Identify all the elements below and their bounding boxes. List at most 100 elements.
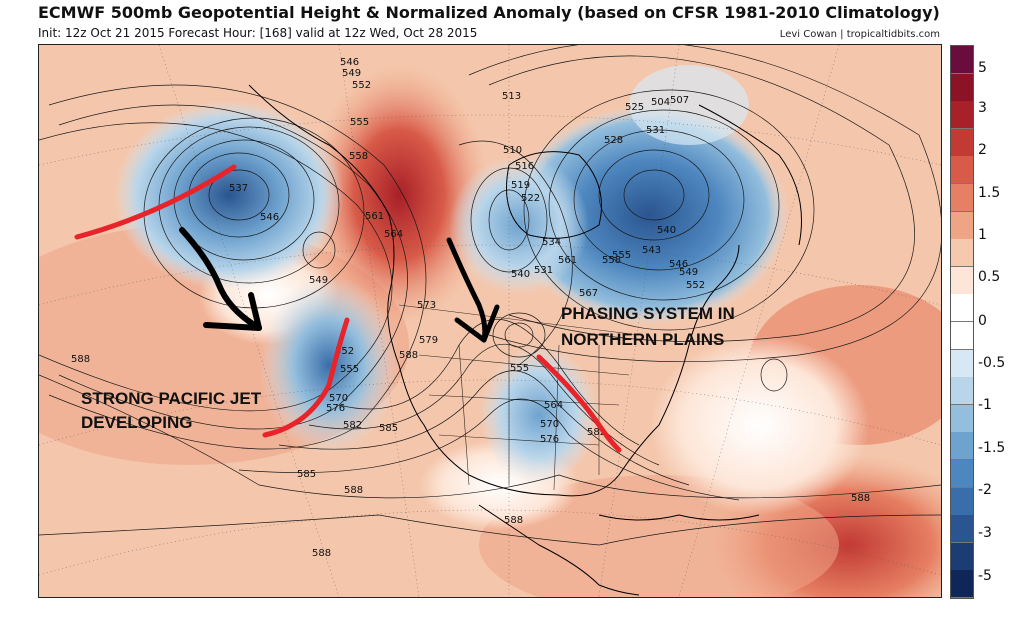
annotation-overlay — [74, 164, 622, 453]
contour-label: 558 — [602, 255, 622, 266]
contour-label: 516 — [515, 161, 535, 172]
colorbar-label: -5 — [978, 568, 992, 584]
contour-label: 561 — [558, 255, 578, 266]
contour-label: 558 — [349, 151, 369, 162]
contour-label: 543 — [642, 245, 662, 256]
phasing-annotation: PHASING SYSTEM IN NORTHERN PLAINS — [561, 301, 735, 353]
contour-label: 531 — [534, 265, 554, 276]
black-arrow-plains-head — [454, 304, 500, 343]
colorbar-swatch — [951, 542, 973, 571]
contour-label: 552 — [335, 346, 355, 357]
pacific-jet-annotation: STRONG PACIFIC JET DEVELOPING — [81, 387, 261, 435]
contour-label: 525 — [625, 102, 645, 113]
contour-label: 582 — [587, 427, 607, 438]
phasing-red-line — [536, 354, 622, 453]
colorbar-label: 3 — [978, 100, 987, 116]
coastlines — [248, 84, 802, 596]
colorbar-swatch — [951, 404, 973, 433]
contour-label: 555 — [350, 117, 370, 128]
colorbar-label: 1 — [978, 227, 987, 243]
map-title: ECMWF 500mb Geopotential Height & Normal… — [38, 3, 940, 22]
contour-label: 576 — [326, 403, 346, 414]
contour-label: 588 — [851, 493, 871, 504]
contour-label: 588 — [312, 548, 332, 559]
contour-label: 534 — [542, 237, 562, 248]
contour-label: 537 — [229, 183, 249, 194]
colorbar-swatch — [951, 73, 973, 102]
contour-label: 561 — [365, 211, 385, 222]
contour-label: 519 — [511, 180, 531, 191]
state-boundaries — [398, 304, 640, 491]
contour-label: 546 — [260, 212, 280, 223]
contour-label: 546 — [669, 259, 689, 270]
colorbar-swatch — [951, 460, 973, 489]
contour-label: 576 — [540, 434, 560, 445]
height-contours — [39, 45, 941, 546]
colorbar-swatch — [951, 322, 973, 351]
colorbar-tick-labels: 5 3 2 1.5 1 0.5 0 -0.5 -1 -1.5 -2 -3 -5 — [978, 45, 1022, 597]
pacific-jet-red-line-2 — [262, 317, 350, 438]
contour-label: 555 — [612, 250, 632, 261]
contour-label: 552 — [352, 80, 372, 91]
black-arrow-west-head — [203, 292, 262, 331]
contour-label: 567 — [579, 288, 599, 299]
map-panel: 546 549 552 555 558 561 564 513 510 516 519 522 525 5… — [38, 44, 942, 598]
colorbar-swatch — [951, 570, 973, 599]
contour-label: 513 — [502, 91, 522, 102]
colorbar-swatch — [951, 294, 973, 323]
contour-label: 564 — [544, 400, 564, 411]
colorbar-swatch — [951, 377, 973, 406]
contour-label: 585 — [297, 469, 317, 480]
contour-label: 588 — [504, 515, 524, 526]
colorbar-swatch — [951, 156, 973, 185]
colorbar-label: -2 — [978, 482, 992, 498]
contour-label: 585 — [379, 423, 399, 434]
colorbar-swatch — [951, 46, 973, 75]
colorbar-label: 0 — [978, 313, 987, 329]
contour-label: 555 — [510, 363, 530, 374]
colorbar — [950, 45, 974, 599]
colorbar-swatch — [951, 184, 973, 213]
contour-label: 549 — [342, 68, 362, 79]
colorbar-swatch — [951, 349, 973, 378]
colorbar-swatch — [951, 211, 973, 240]
contour-label: 555 — [340, 364, 360, 375]
phasing-line1: PHASING SYSTEM IN — [561, 304, 735, 323]
contour-label: 522 — [521, 193, 541, 204]
colorbar-label: -1 — [978, 397, 992, 413]
credit-text: Levi Cowan | tropicaltidbits.com — [779, 29, 940, 40]
colorbar-swatch — [951, 432, 973, 461]
map-subtitle: Init: 12z Oct 21 2015 Forecast Hour: [16… — [38, 26, 478, 40]
contour-label: 573 — [417, 300, 437, 311]
black-arrow-plains-shaft — [446, 237, 488, 343]
contour-label: 570 — [540, 419, 560, 430]
anomaly-map — [39, 45, 941, 597]
colorbar-label: 1.5 — [978, 185, 1001, 201]
contour-label: 504 — [651, 97, 671, 108]
contour-label: 570 — [329, 393, 349, 404]
colorbar-swatch — [951, 266, 973, 295]
contour-label: 564 — [384, 229, 404, 240]
colorbar-swatch — [951, 239, 973, 268]
contour-label: 588 — [71, 354, 91, 365]
contour-label: 588 — [344, 485, 364, 496]
contour-label: 510 — [503, 145, 523, 156]
phasing-line2: NORTHERN PLAINS — [561, 330, 725, 349]
colorbar-label: -0.5 — [978, 355, 1006, 371]
contour-label: 540 — [657, 225, 677, 236]
pacific-jet-line1: STRONG PACIFIC JET — [81, 389, 262, 408]
colorbar-swatch — [951, 515, 973, 544]
contour-label: 588 — [399, 350, 419, 361]
colorbar-label: -3 — [978, 525, 992, 541]
contour-label: 507 — [670, 95, 690, 106]
contour-label: 540 — [511, 269, 531, 280]
contour-label: 528 — [604, 135, 624, 146]
colorbar-label: 2 — [978, 142, 987, 158]
contour-label: 549 — [679, 267, 699, 278]
colorbar-swatch — [951, 101, 973, 130]
colorbar-label: 5 — [978, 60, 987, 76]
black-arrow-west-shaft — [179, 227, 262, 331]
contour-label: 552 — [686, 280, 706, 291]
colorbar-swatch — [951, 487, 973, 516]
contour-label: 579 — [419, 335, 439, 346]
